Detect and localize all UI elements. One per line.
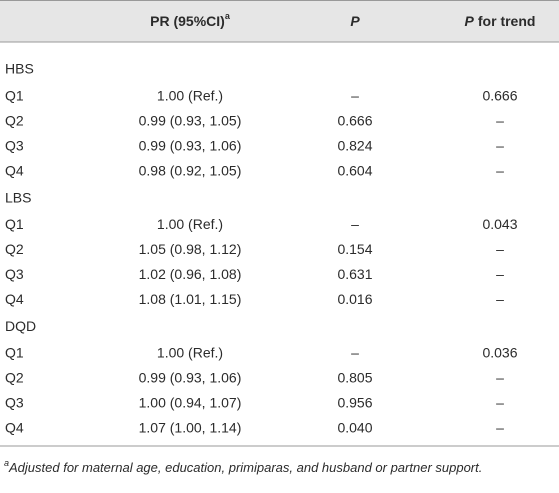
- cell: 1.00 (Ref.): [157, 345, 223, 361]
- row-label: Q1: [5, 87, 24, 103]
- cell: –: [496, 420, 504, 436]
- header-background: [0, 0, 559, 42]
- cell: –: [496, 266, 504, 282]
- group-label: LBS: [5, 189, 31, 205]
- cell: 0.631: [337, 266, 372, 282]
- header-text: PR (95%CI): [150, 13, 225, 29]
- cell: 0.604: [337, 162, 372, 178]
- header-text: for trend: [478, 13, 536, 29]
- row-label: Q3: [5, 137, 24, 153]
- cell: –: [351, 87, 359, 103]
- cell: 0.956: [337, 395, 372, 411]
- cell: 1.08 (1.01, 1.15): [139, 291, 242, 307]
- row-label: Q3: [5, 266, 24, 282]
- row-label: Q3: [5, 395, 24, 411]
- footnote-marker: a: [4, 458, 9, 468]
- cell: –: [351, 345, 359, 361]
- cell: 1.00 (0.94, 1.07): [139, 395, 242, 411]
- cell: 0.666: [482, 87, 517, 103]
- cell: 0.824: [337, 137, 372, 153]
- cell: 0.016: [337, 291, 372, 307]
- cell: –: [496, 162, 504, 178]
- cell: 0.805: [337, 370, 372, 386]
- cell: 1.02 (0.96, 1.08): [139, 266, 242, 282]
- row-label: Q1: [5, 216, 24, 232]
- cell: 1.05 (0.98, 1.12): [139, 241, 242, 257]
- cell: 0.154: [337, 241, 372, 257]
- row-label: Q2: [5, 112, 24, 128]
- cell: –: [496, 370, 504, 386]
- cell: 0.036: [482, 345, 517, 361]
- cell: 0.666: [337, 112, 372, 128]
- cell: –: [496, 291, 504, 307]
- cell: 0.98 (0.92, 1.05): [139, 162, 242, 178]
- column-header: P: [350, 13, 360, 29]
- row-label: Q1: [5, 345, 24, 361]
- row-label: Q4: [5, 291, 24, 307]
- cell: 0.99 (0.93, 1.06): [139, 370, 242, 386]
- cell: –: [496, 241, 504, 257]
- row-label: Q2: [5, 370, 24, 386]
- row-label: Q4: [5, 162, 24, 178]
- cell: 1.00 (Ref.): [157, 216, 223, 232]
- footnote: aAdjusted for maternal age, education, p…: [4, 458, 482, 475]
- header-italic: P: [350, 13, 360, 29]
- group-label: HBS: [5, 61, 34, 77]
- row-label: Q2: [5, 241, 24, 257]
- row-label: Q4: [5, 420, 24, 436]
- cell: 0.99 (0.93, 1.06): [139, 137, 242, 153]
- cell: 0.040: [337, 420, 372, 436]
- cell: –: [496, 395, 504, 411]
- footnote-text: Adjusted for maternal age, education, pr…: [8, 460, 482, 475]
- cell: –: [496, 112, 504, 128]
- cell: 1.00 (Ref.): [157, 87, 223, 103]
- cell: 1.07 (1.00, 1.14): [139, 420, 242, 436]
- cell: –: [496, 137, 504, 153]
- cell: –: [351, 216, 359, 232]
- header-italic: P: [465, 13, 475, 29]
- group-label: DQD: [5, 318, 36, 334]
- cell: 0.99 (0.93, 1.05): [139, 112, 242, 128]
- header-sup: a: [225, 11, 231, 21]
- column-header: PR (95%CI)a: [150, 11, 231, 28]
- cell: 0.043: [482, 216, 517, 232]
